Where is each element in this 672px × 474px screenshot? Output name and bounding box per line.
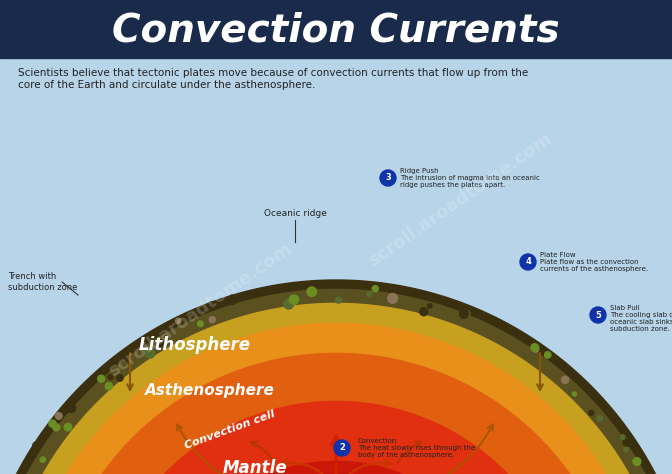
Text: Lithosphere: Lithosphere — [139, 336, 251, 354]
Circle shape — [55, 412, 62, 419]
Circle shape — [544, 352, 551, 358]
Polygon shape — [0, 280, 672, 474]
Circle shape — [49, 420, 56, 427]
Circle shape — [562, 376, 569, 383]
Circle shape — [116, 374, 123, 381]
Text: 4: 4 — [525, 257, 531, 266]
Circle shape — [534, 347, 539, 352]
Circle shape — [623, 438, 632, 447]
Circle shape — [227, 295, 237, 305]
Circle shape — [633, 457, 641, 465]
Text: Trench with
subduction zone: Trench with subduction zone — [8, 272, 77, 292]
Circle shape — [624, 447, 628, 452]
Circle shape — [307, 287, 317, 296]
Text: Convection
The heat slowly rises through the
body of the asthenosphere.: Convection The heat slowly rises through… — [358, 438, 475, 458]
Circle shape — [597, 416, 602, 421]
Text: 5: 5 — [595, 310, 601, 319]
Circle shape — [208, 302, 216, 310]
Circle shape — [105, 383, 112, 390]
Text: Mantle: Mantle — [222, 459, 288, 474]
Circle shape — [108, 374, 113, 380]
Text: Asthenosphere: Asthenosphere — [145, 383, 275, 398]
Circle shape — [64, 423, 72, 431]
Circle shape — [531, 344, 539, 352]
Polygon shape — [169, 473, 503, 474]
Circle shape — [420, 308, 428, 316]
Circle shape — [573, 392, 577, 396]
Circle shape — [144, 348, 155, 358]
Text: scroll.aroadtome.com: scroll.aroadtome.com — [105, 239, 295, 381]
Circle shape — [460, 310, 468, 318]
Text: 2: 2 — [339, 444, 345, 453]
Polygon shape — [156, 460, 516, 474]
Circle shape — [198, 321, 203, 327]
Circle shape — [289, 295, 298, 304]
Polygon shape — [18, 322, 654, 474]
Polygon shape — [96, 400, 576, 474]
Circle shape — [334, 440, 350, 456]
Circle shape — [33, 442, 40, 449]
Circle shape — [520, 254, 536, 270]
Circle shape — [589, 410, 594, 415]
Polygon shape — [0, 302, 672, 474]
Circle shape — [175, 318, 181, 324]
Circle shape — [367, 292, 372, 296]
Polygon shape — [48, 352, 624, 474]
Circle shape — [335, 297, 341, 303]
Text: Ridge Push
The intrusion of magma into an oceanic
ridge pushes the plates apart.: Ridge Push The intrusion of magma into a… — [400, 168, 540, 188]
Text: Scientists believe that tectonic plates move because of convection currents that: Scientists believe that tectonic plates … — [18, 68, 528, 90]
Circle shape — [284, 299, 294, 309]
Circle shape — [40, 457, 46, 462]
Circle shape — [463, 310, 470, 317]
Circle shape — [380, 170, 396, 186]
Circle shape — [372, 285, 378, 292]
Circle shape — [611, 417, 616, 422]
Text: Convection cell: Convection cell — [183, 409, 277, 451]
Text: 3: 3 — [385, 173, 391, 182]
Circle shape — [620, 435, 625, 439]
Polygon shape — [156, 460, 516, 474]
Text: Oceanic ridge: Oceanic ridge — [263, 209, 327, 218]
Text: Convection Currents: Convection Currents — [112, 11, 560, 49]
Circle shape — [52, 424, 60, 431]
Circle shape — [209, 317, 216, 323]
Text: scroll.aroadtome.com: scroll.aroadtome.com — [365, 129, 555, 270]
Circle shape — [427, 304, 432, 308]
Text: Plate Flow
Plate flow as the convection
currents of the asthenosphere.: Plate Flow Plate flow as the convection … — [540, 252, 648, 272]
Text: Slab Pull
The cooling slab of denser
oceanic slab sinks into the
subduction zone: Slab Pull The cooling slab of denser oce… — [610, 305, 672, 332]
Circle shape — [97, 375, 105, 382]
Circle shape — [157, 339, 164, 347]
Polygon shape — [0, 288, 672, 474]
Bar — [0, 0, 672, 58]
Circle shape — [126, 357, 131, 362]
Circle shape — [590, 307, 606, 323]
Circle shape — [388, 293, 398, 303]
Circle shape — [67, 404, 76, 412]
